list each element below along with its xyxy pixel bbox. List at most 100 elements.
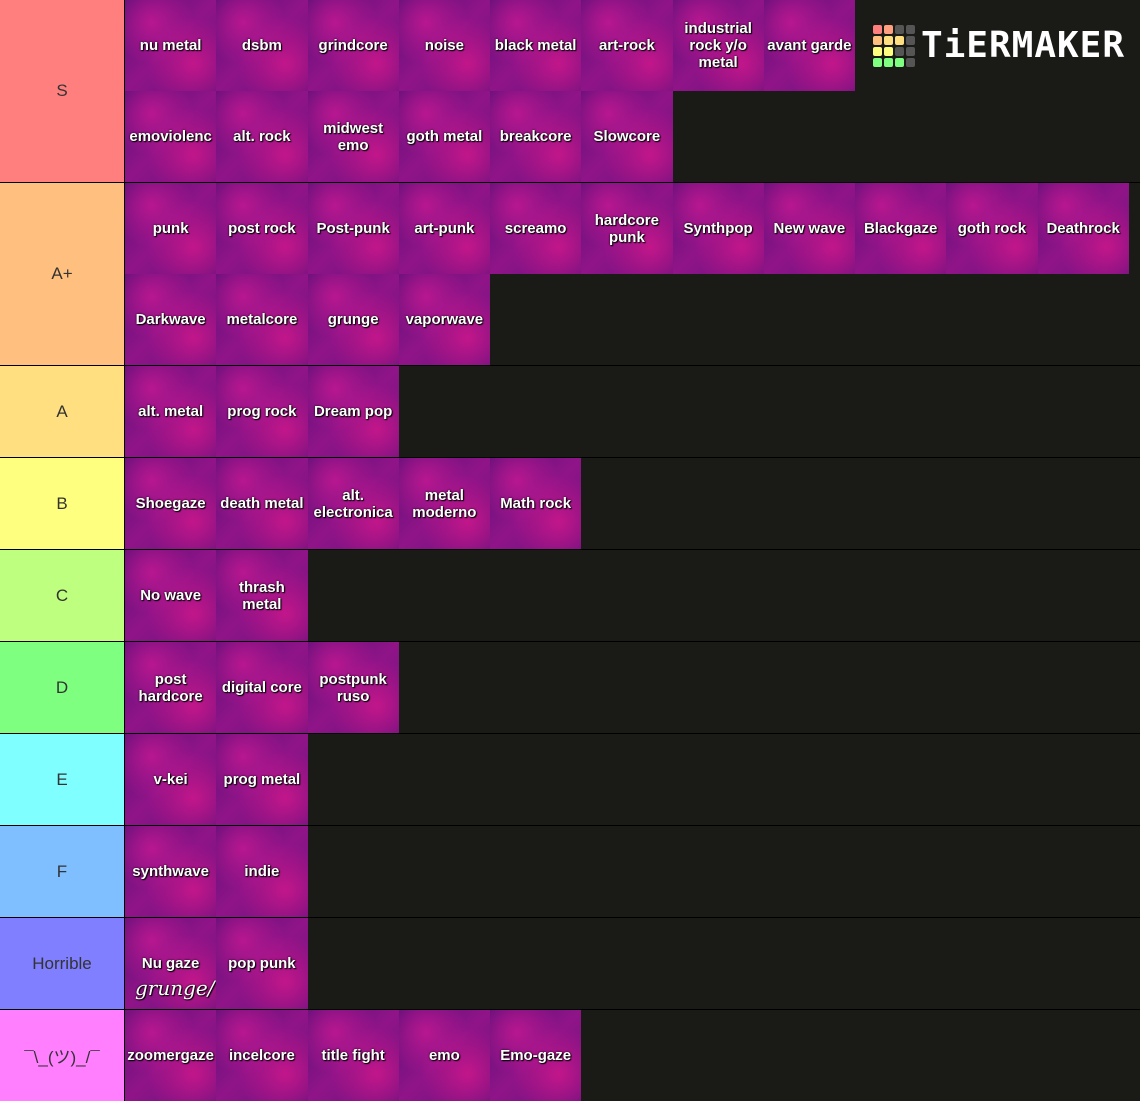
tier-item: screamo <box>490 183 581 274</box>
tier-item: Blackgaze <box>855 183 946 274</box>
tier-item: post hardcore <box>125 642 216 733</box>
item-text: No wave <box>140 587 202 604</box>
tier-row: ¯\_(ツ)_/¯ zoomergaze incelcore title fight e… <box>0 1010 1140 1101</box>
tier-label: F <box>0 826 125 917</box>
tier-item: midwest emo <box>308 91 399 182</box>
item-text: v-kei <box>153 771 188 788</box>
tier-item: Deathrock <box>1038 183 1129 274</box>
item-text: alt. metal <box>138 403 204 420</box>
item-text: black metal <box>494 37 577 54</box>
tier-label: A+ <box>0 183 125 365</box>
tier-label: ¯\_(ツ)_/¯ <box>0 1010 125 1101</box>
item-text: digital core <box>221 679 302 696</box>
tier-items: punk post rock Post-punk art-punk screamo har… <box>125 183 1140 365</box>
tier-item: thrash metal <box>216 550 307 641</box>
logo: TiERMAKER <box>858 0 1140 91</box>
item-text: emo <box>428 1047 460 1064</box>
tier-item: hardcore punk <box>581 183 672 274</box>
tier-item: incelcore <box>216 1010 307 1101</box>
tier-item: noise <box>399 0 490 91</box>
item-text: vaporwave <box>405 311 484 328</box>
tier-item: vaporwave <box>399 274 490 365</box>
item-text: incelcore <box>228 1047 295 1064</box>
tier-item: v-kei <box>125 734 216 825</box>
tier-item: postpunk ruso <box>308 642 399 733</box>
tier-label: B <box>0 458 125 549</box>
item-text: dsbm <box>241 37 282 54</box>
tier-item: zoomergaze <box>125 1010 216 1101</box>
tier-item: grindcore <box>308 0 399 91</box>
tier-label: C <box>0 550 125 641</box>
item-text: nu metal <box>139 37 202 54</box>
item-text: Synthpop <box>683 220 753 237</box>
tier-item: digital core <box>216 642 307 733</box>
item-text: death metal <box>220 495 304 512</box>
tier-item: grunge <box>308 274 399 365</box>
tier-items: alt. metal prog rock Dream pop <box>125 366 1140 457</box>
tier-item: pop punk <box>216 918 307 1009</box>
item-text: Darkwave <box>135 311 206 328</box>
tier-row: C No wave thrash metal <box>0 550 1140 642</box>
tier-item: death metal <box>216 458 307 549</box>
tier-item: industrial rock y/o metal <box>673 0 764 91</box>
tier-item: Dream pop <box>308 366 399 457</box>
item-text: art-punk <box>414 220 475 237</box>
tier-item: goth rock <box>946 183 1037 274</box>
item-text: postpunk ruso <box>319 670 387 705</box>
tier-items: post hardcore digital core postpunk ruso <box>125 642 1140 733</box>
tier-row: S TiERMAKER nu metal dsbm grindcore noise blac… <box>0 0 1140 183</box>
tier-item: metalcore <box>216 274 307 365</box>
tier-item: indie <box>216 826 307 917</box>
tier-item: prog metal <box>216 734 307 825</box>
item-text: Emo-gaze <box>500 1047 572 1064</box>
tier-item: No wave <box>125 550 216 641</box>
item-text: thrash metal <box>238 578 285 613</box>
item-text: grindcore <box>318 37 388 54</box>
item-text: indie <box>244 863 280 880</box>
tier-item: art-rock <box>581 0 672 91</box>
tier-item: emo <box>399 1010 490 1101</box>
tier-item: dsbm <box>216 0 307 91</box>
tier-item: prog rock <box>216 366 307 457</box>
tier-item: art-punk <box>399 183 490 274</box>
item-text: Deathrock <box>1046 220 1120 237</box>
item-text: prog metal <box>223 771 301 788</box>
tier-item: Slowcore <box>581 91 672 182</box>
item-text: breakcore <box>499 128 572 145</box>
item-text: noise <box>424 37 464 54</box>
item-text: Slowcore <box>593 128 661 145</box>
item-text: prog rock <box>227 403 297 420</box>
item-text: alt. electronica <box>313 486 393 521</box>
tier-item: Emo-gaze <box>490 1010 581 1101</box>
tier-item: New wave <box>764 183 855 274</box>
item-text: post rock <box>228 220 296 237</box>
tier-item: Darkwave <box>125 274 216 365</box>
tier-label: E <box>0 734 125 825</box>
tier-label: S <box>0 0 125 182</box>
item-text: alt. rock <box>233 128 291 145</box>
item-text: post hardcore <box>138 670 203 705</box>
tier-item: punk <box>125 183 216 274</box>
tier-items: TiERMAKER nu metal dsbm grindcore noise black… <box>125 0 1140 182</box>
tier-item: nu metal <box>125 0 216 91</box>
tier-item: black metal <box>490 0 581 91</box>
tier-label: Horrible <box>0 918 125 1009</box>
item-text: Blackgaze <box>863 220 938 237</box>
tier-row: B Shoegaze death metal alt. electronica meta… <box>0 458 1140 550</box>
item-text: pop punk <box>228 955 296 972</box>
tier-item: title fight <box>308 1010 399 1101</box>
item-text: grunge <box>327 311 379 328</box>
item-text: avant garde <box>767 37 852 54</box>
item-text: hardcore punk <box>594 211 659 246</box>
item-text: metal moderno <box>412 486 477 521</box>
item-text: New wave <box>773 220 846 237</box>
tier-row: A+ punk post rock Post-punk art-punk screamo h… <box>0 183 1140 366</box>
tier-item: alt. metal <box>125 366 216 457</box>
item-text: goth rock <box>957 220 1027 237</box>
tier-item: Synthpop <box>673 183 764 274</box>
item-text: Math rock <box>500 495 572 512</box>
item-text: screamo <box>504 220 567 237</box>
tier-item: Nu gaze grunge/ <box>125 918 216 1009</box>
